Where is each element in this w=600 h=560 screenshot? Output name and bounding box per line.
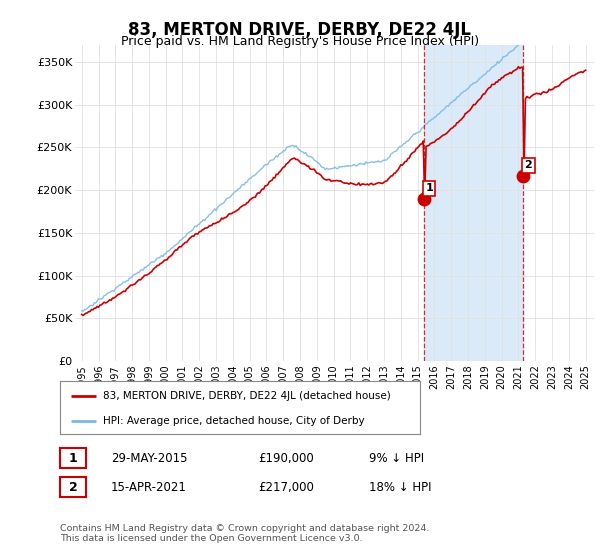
Text: 2: 2 xyxy=(524,160,532,170)
Bar xyxy=(424,45,523,361)
Text: Contains HM Land Registry data © Crown copyright and database right 2024.
This d: Contains HM Land Registry data © Crown c… xyxy=(60,524,430,543)
Text: £217,000: £217,000 xyxy=(258,480,314,494)
Text: 1: 1 xyxy=(69,451,77,465)
Text: 18% ↓ HPI: 18% ↓ HPI xyxy=(369,480,431,494)
Text: 83, MERTON DRIVE, DERBY, DE22 4JL: 83, MERTON DRIVE, DERBY, DE22 4JL xyxy=(128,21,472,39)
Text: 15-APR-2021: 15-APR-2021 xyxy=(111,480,187,494)
Text: 83, MERTON DRIVE, DERBY, DE22 4JL (detached house): 83, MERTON DRIVE, DERBY, DE22 4JL (detac… xyxy=(103,391,391,401)
Text: 1: 1 xyxy=(425,184,433,193)
Text: 2: 2 xyxy=(69,480,77,494)
Text: £190,000: £190,000 xyxy=(258,451,314,465)
Text: Price paid vs. HM Land Registry's House Price Index (HPI): Price paid vs. HM Land Registry's House … xyxy=(121,35,479,48)
Text: HPI: Average price, detached house, City of Derby: HPI: Average price, detached house, City… xyxy=(103,416,365,426)
Text: 29-MAY-2015: 29-MAY-2015 xyxy=(111,451,187,465)
Text: 9% ↓ HPI: 9% ↓ HPI xyxy=(369,451,424,465)
